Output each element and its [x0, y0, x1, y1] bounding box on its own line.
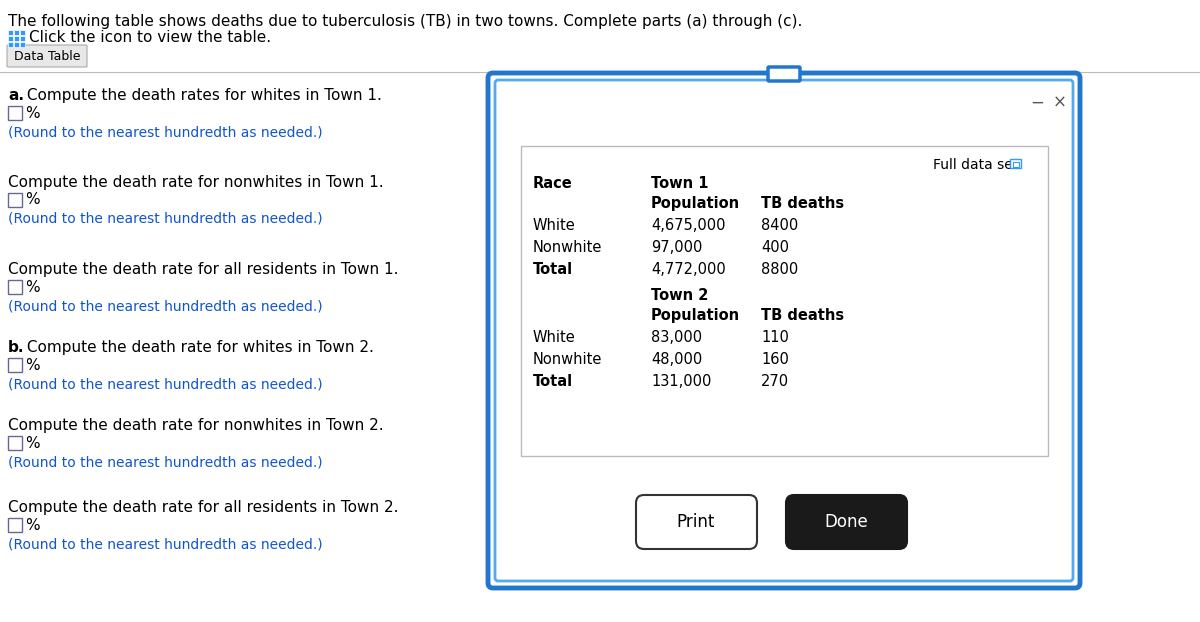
Text: Population: Population [650, 196, 740, 211]
Text: Compute the death rate for all residents in Town 2.: Compute the death rate for all residents… [8, 500, 398, 515]
Text: Nonwhite: Nonwhite [533, 240, 602, 255]
Text: 400: 400 [761, 240, 790, 255]
Text: Data Table: Data Table [13, 50, 80, 62]
Bar [1010, 159, 1021, 168]
FancyBboxPatch shape [786, 495, 907, 549]
Text: ×: × [1054, 94, 1067, 112]
FancyBboxPatch shape [488, 73, 1080, 588]
Text: TB deaths: TB deaths [761, 308, 844, 323]
Text: White: White [533, 330, 576, 345]
Text: (Round to the nearest hundredth as needed.): (Round to the nearest hundredth as neede… [8, 299, 323, 313]
Text: 110: 110 [761, 330, 788, 345]
Text: 131,000: 131,000 [650, 374, 712, 389]
Text: (Round to the nearest hundredth as needed.): (Round to the nearest hundredth as neede… [8, 125, 323, 139]
Text: (Round to the nearest hundredth as needed.): (Round to the nearest hundredth as neede… [8, 212, 323, 226]
Text: Compute the death rate for nonwhites in Town 1.: Compute the death rate for nonwhites in … [8, 175, 384, 190]
Bar [20, 42, 25, 47]
Bar [8, 436, 22, 450]
Bar [1013, 162, 1019, 167]
Bar [20, 36, 25, 41]
Text: 270: 270 [761, 374, 790, 389]
Bar [521, 146, 1048, 456]
Text: 4,772,000: 4,772,000 [650, 262, 726, 277]
Text: (Round to the nearest hundredth as needed.): (Round to the nearest hundredth as neede… [8, 377, 323, 391]
Text: The following table shows deaths due to tuberculosis (TB) in two towns. Complete: The following table shows deaths due to … [8, 14, 803, 29]
Text: Full data set: Full data set [934, 158, 1019, 172]
Bar [14, 42, 19, 47]
Bar [8, 36, 13, 41]
Text: Race: Race [533, 176, 572, 191]
Bar [20, 30, 25, 35]
Text: %: % [25, 518, 40, 532]
Text: a.: a. [8, 88, 24, 103]
Text: Click the icon to view the table.: Click the icon to view the table. [29, 30, 271, 45]
Text: b.: b. [8, 340, 24, 355]
Text: %: % [25, 192, 40, 208]
Text: 8400: 8400 [761, 218, 798, 233]
Bar [14, 30, 19, 35]
Text: Nonwhite: Nonwhite [533, 352, 602, 367]
Text: TB deaths: TB deaths [761, 196, 844, 211]
Text: %: % [25, 358, 40, 373]
Bar [8, 106, 22, 120]
Text: 160: 160 [761, 352, 788, 367]
Bar [8, 42, 13, 47]
Text: Total: Total [533, 262, 574, 277]
Text: Data table: Data table [521, 100, 682, 129]
Text: Done: Done [824, 513, 868, 531]
Text: (Round to the nearest hundredth as needed.): (Round to the nearest hundredth as neede… [8, 455, 323, 469]
FancyBboxPatch shape [768, 67, 800, 81]
Bar [8, 358, 22, 372]
Bar [8, 280, 22, 294]
FancyBboxPatch shape [7, 45, 88, 67]
Text: 83,000: 83,000 [650, 330, 702, 345]
Text: Town 2: Town 2 [650, 288, 708, 303]
Bar [8, 30, 13, 35]
Text: Compute the death rate for all residents in Town 1.: Compute the death rate for all residents… [8, 262, 398, 277]
Text: Compute the death rate for whites in Town 2.: Compute the death rate for whites in Tow… [22, 340, 374, 355]
Text: −: − [1030, 94, 1044, 112]
Text: 97,000: 97,000 [650, 240, 702, 255]
Text: White: White [533, 218, 576, 233]
FancyBboxPatch shape [636, 495, 757, 549]
Text: 4,675,000: 4,675,000 [650, 218, 726, 233]
Text: 8800: 8800 [761, 262, 798, 277]
Text: %: % [25, 106, 40, 121]
Text: %: % [25, 435, 40, 450]
Text: (Round to the nearest hundredth as needed.): (Round to the nearest hundredth as neede… [8, 537, 323, 551]
Bar [8, 193, 22, 207]
Text: 48,000: 48,000 [650, 352, 702, 367]
Text: Town 1: Town 1 [650, 176, 708, 191]
Bar [14, 36, 19, 41]
Text: Print: Print [677, 513, 715, 531]
Text: Total: Total [533, 374, 574, 389]
Text: Compute the death rates for whites in Town 1.: Compute the death rates for whites in To… [22, 88, 382, 103]
Bar [8, 518, 22, 532]
Text: Population: Population [650, 308, 740, 323]
Text: Compute the death rate for nonwhites in Town 2.: Compute the death rate for nonwhites in … [8, 418, 384, 433]
Text: %: % [25, 279, 40, 294]
